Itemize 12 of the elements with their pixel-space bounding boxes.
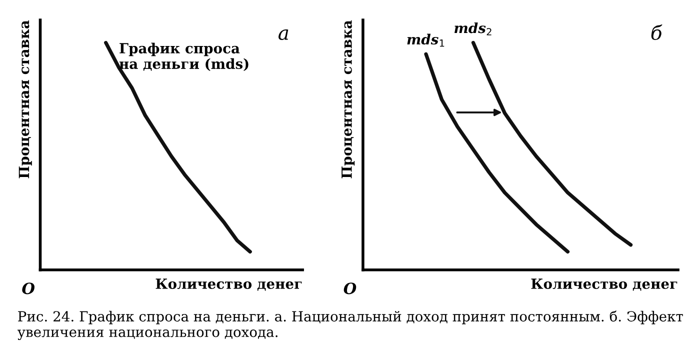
x-axis-title: Количество денег xyxy=(531,278,678,291)
chart-title: а xyxy=(278,29,288,40)
series-label: График спроса на деньги (mds) xyxy=(119,42,248,71)
text: O xyxy=(344,282,356,294)
text: O xyxy=(22,282,34,294)
series-label: mds$_{1}$ xyxy=(407,34,444,47)
series-label: mds$_{2}$ xyxy=(454,22,492,36)
x-axis-title: Количество денег xyxy=(156,278,302,291)
chart-title: б xyxy=(651,24,662,40)
y-axis-title: Процентная ставка xyxy=(342,20,355,178)
y-axis-title: Процентная ставка xyxy=(18,20,32,178)
text: Рис. 24. График спроса на деньги. а. Национальный доход принят постоянным. б. Эффект увеличения национального дохода. xyxy=(18,310,683,340)
